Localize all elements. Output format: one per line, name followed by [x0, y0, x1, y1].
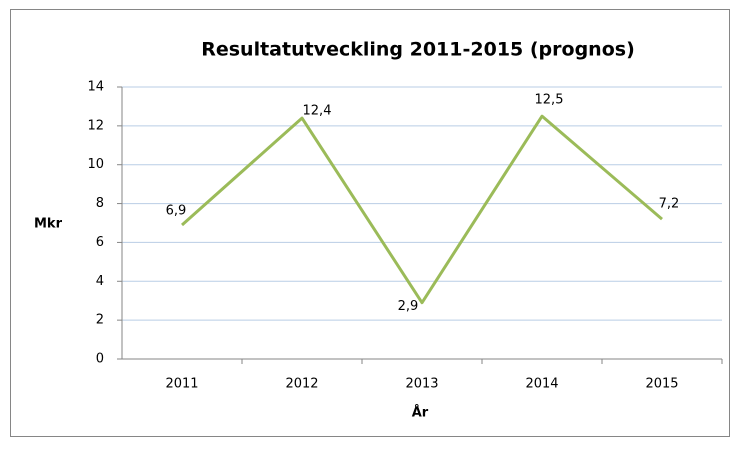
x-axis-title: År: [412, 405, 429, 421]
data-label: 6,9: [166, 203, 187, 218]
data-label: 2,9: [398, 299, 419, 314]
data-label: 7,2: [659, 197, 680, 212]
data-label: 12,4: [303, 104, 332, 119]
data-label: 12,5: [535, 93, 564, 108]
x-tick-label: 2013: [405, 377, 438, 392]
y-tick-label: 10: [87, 157, 104, 172]
y-tick-label: 12: [87, 118, 104, 133]
chart-title: Resultatutveckling 2011-2015 (prognos): [201, 39, 635, 61]
data-line: [181, 114, 663, 305]
y-tick-label: 4: [96, 274, 104, 289]
x-tick-label: 2012: [285, 377, 318, 392]
y-tick-label: 14: [87, 80, 104, 95]
y-tick-label: 2: [96, 313, 104, 328]
y-axis-title: Mkr: [34, 217, 63, 232]
x-tick-label: 2014: [525, 377, 558, 392]
x-tick-label: 2011: [165, 377, 198, 392]
y-tick-label: 6: [96, 235, 104, 250]
y-tick-label: 8: [96, 196, 104, 211]
x-tick-label: 2015: [645, 377, 678, 392]
y-tick-label: 0: [96, 352, 104, 367]
